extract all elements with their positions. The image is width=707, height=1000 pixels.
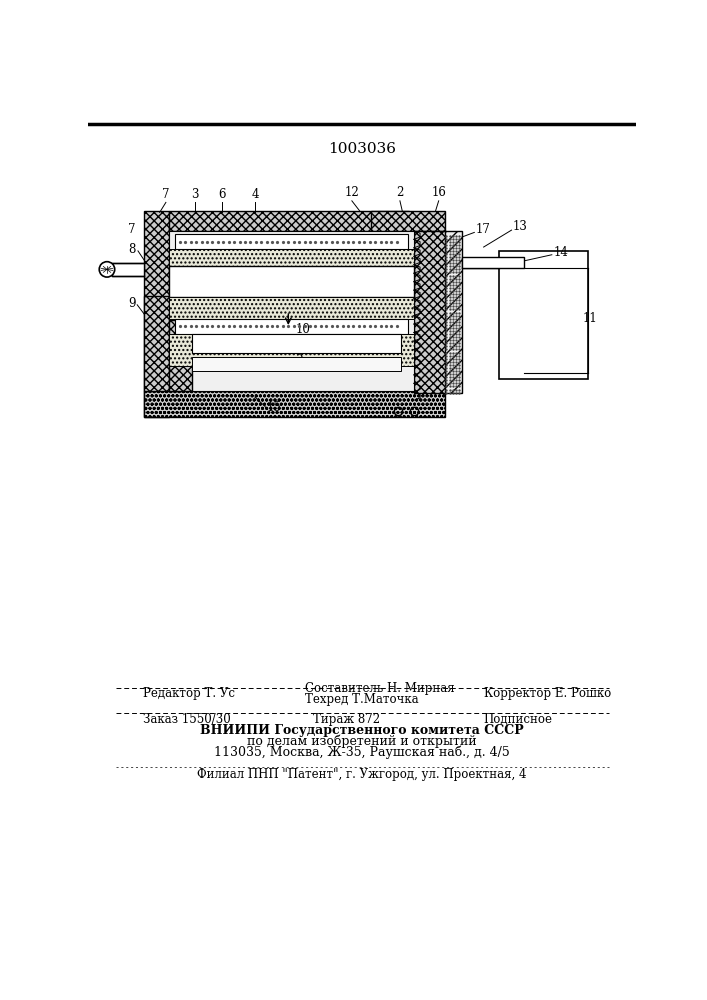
Text: Техред Т.Маточка: Техред Т.Маточка	[305, 693, 419, 706]
Bar	[144, 391, 445, 417]
Bar	[112, 263, 144, 276]
Text: Заказ 1550/30: Заказ 1550/30	[143, 713, 230, 726]
Text: 8: 8	[128, 243, 136, 256]
Bar	[192, 357, 402, 371]
Text: 6: 6	[218, 188, 226, 201]
Bar	[445, 231, 462, 393]
Text: 7: 7	[128, 223, 136, 236]
Bar	[499, 251, 588, 379]
Text: 5: 5	[296, 351, 303, 364]
Text: 4: 4	[251, 188, 259, 201]
Text: 17: 17	[476, 223, 491, 236]
Text: по делам изобретений и открытий: по делам изобретений и открытий	[247, 735, 477, 748]
Bar	[169, 249, 414, 266]
Text: ВНИИПИ Государственного комитета СССР: ВНИИПИ Государственного комитета СССР	[200, 724, 524, 737]
Bar	[175, 234, 408, 249]
Text: 1003036: 1003036	[328, 142, 396, 156]
Bar	[169, 320, 192, 391]
Bar	[175, 319, 408, 334]
Bar	[414, 231, 446, 393]
Text: 1: 1	[296, 337, 303, 350]
Bar	[144, 296, 169, 391]
Text: 2: 2	[396, 186, 404, 199]
Text: 3: 3	[192, 188, 199, 201]
Bar	[445, 231, 462, 393]
Text: 13: 13	[513, 220, 528, 233]
Bar	[144, 211, 169, 417]
Bar	[169, 297, 414, 319]
Text: 12: 12	[344, 186, 359, 199]
Bar	[169, 266, 414, 297]
Circle shape	[99, 262, 115, 277]
Bar	[371, 211, 445, 231]
Text: Тираж 872: Тираж 872	[313, 713, 380, 726]
Text: Составитель Н. Мирная: Составитель Н. Мирная	[305, 682, 455, 695]
Text: Филиал ПНП "Патент", г. Ужгород, ул. Проектная, 4: Филиал ПНП "Патент", г. Ужгород, ул. Про…	[197, 768, 527, 781]
Text: 7: 7	[162, 188, 170, 201]
Bar	[169, 231, 414, 391]
Bar	[462, 257, 524, 268]
Bar	[169, 211, 409, 231]
Text: 14: 14	[554, 246, 568, 259]
Bar	[169, 334, 414, 366]
Text: 9: 9	[128, 297, 136, 310]
Text: 11: 11	[583, 312, 597, 325]
Text: 15: 15	[267, 401, 281, 414]
Text: 113035, Москва, Ж-35, Раушская наб., д. 4/5: 113035, Москва, Ж-35, Раушская наб., д. …	[214, 746, 510, 759]
Bar	[192, 334, 402, 353]
Text: Подписное: Подписное	[484, 713, 553, 726]
Text: Корректор Е. Рошко: Корректор Е. Рошко	[484, 688, 611, 700]
Text: 10: 10	[296, 323, 311, 336]
Text: 16: 16	[431, 186, 446, 199]
Text: Редактор Т. Ус: Редактор Т. Ус	[143, 688, 235, 700]
